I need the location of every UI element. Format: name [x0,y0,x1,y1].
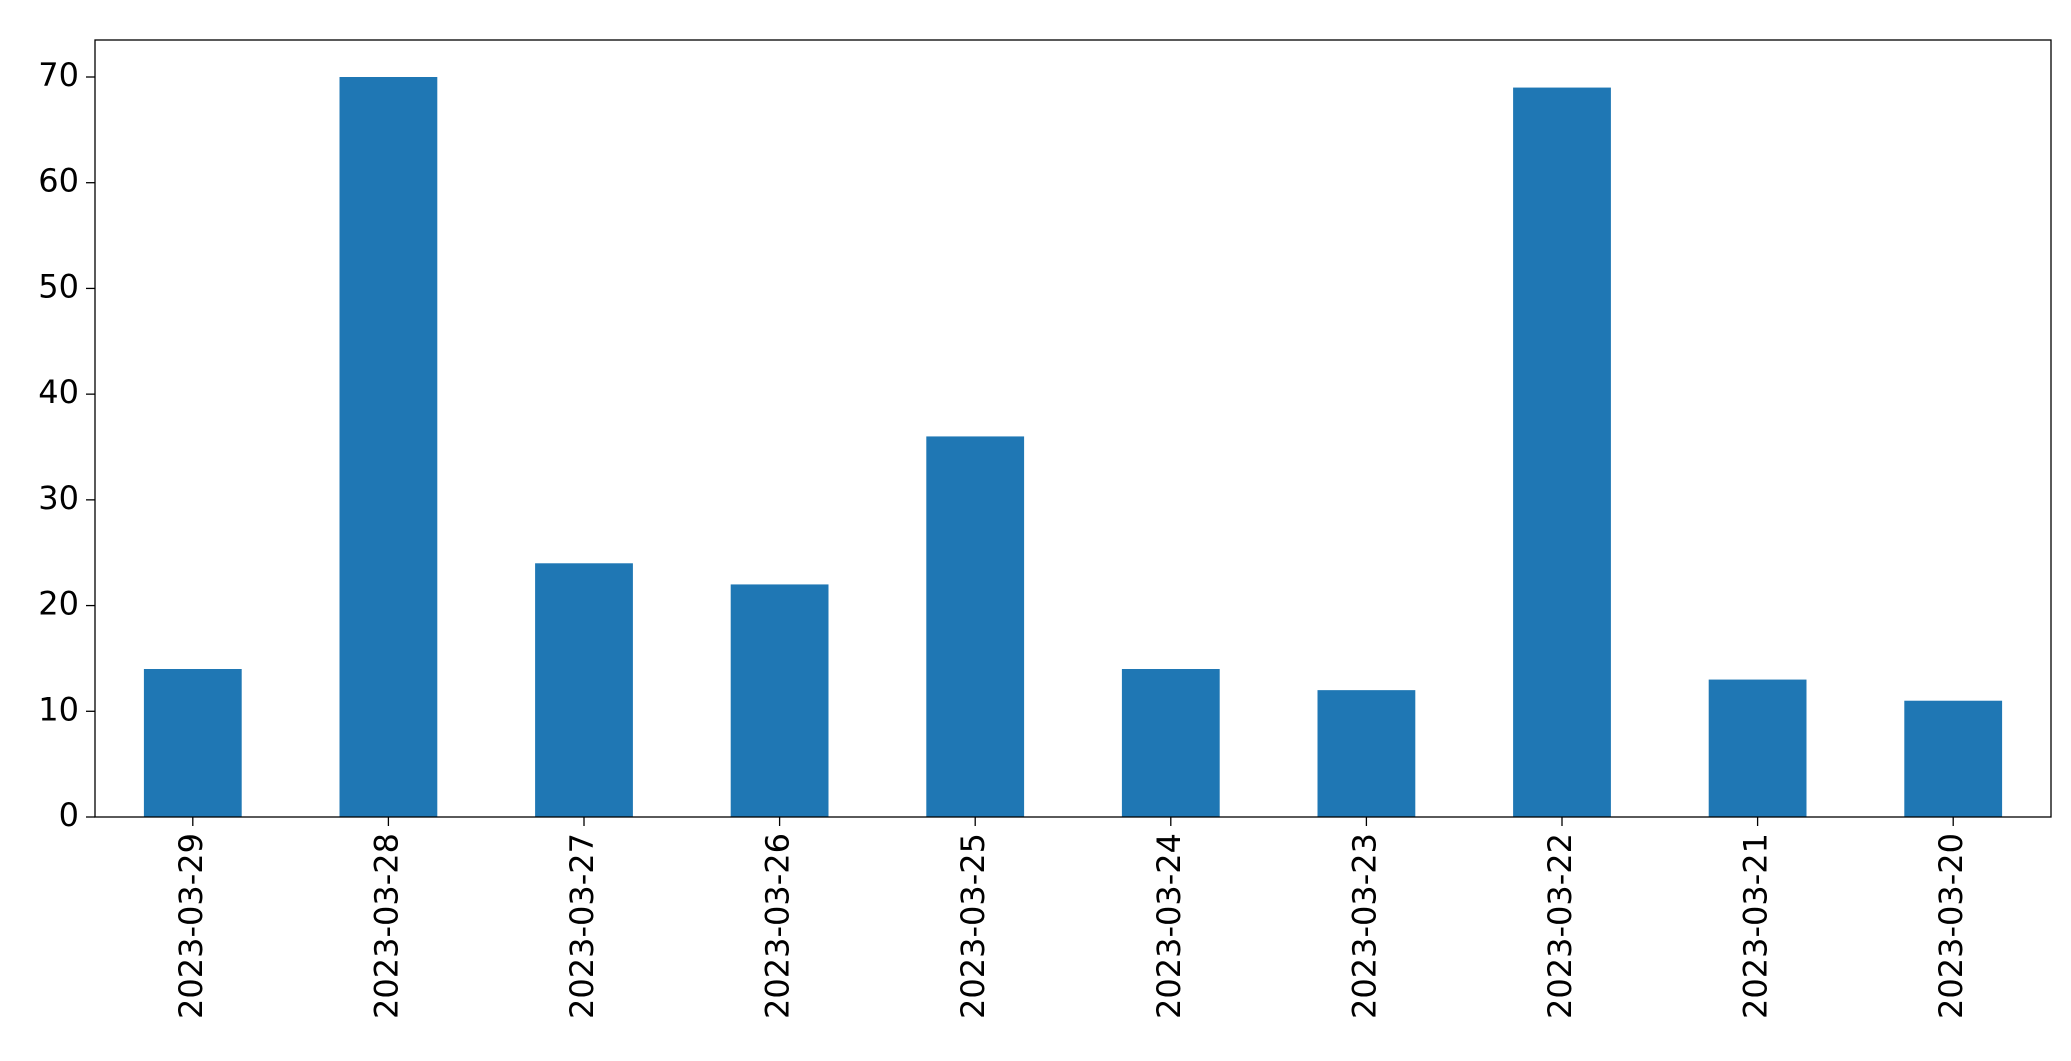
y-tick-label: 30 [38,479,79,517]
bar [926,436,1025,817]
x-tick-label: 2023-03-28 [367,833,405,1019]
x-tick-label: 2023-03-21 [1737,833,1775,1019]
plot-frame [94,39,2052,818]
bar [730,584,829,817]
bar [1317,690,1416,817]
x-tick-label: 2023-03-29 [172,833,210,1019]
x-tick-label: 2023-03-27 [563,833,601,1019]
x-tick-label: 2023-03-24 [1150,833,1188,1019]
x-tick-label: 2023-03-26 [759,833,797,1019]
x-tick-label: 2023-03-22 [1541,833,1579,1019]
y-tick-label: 20 [38,585,79,623]
y-tick-label: 70 [38,56,79,94]
x-tick-label: 2023-03-23 [1345,833,1383,1019]
y-tick-label: 50 [38,267,79,305]
bar [1121,669,1220,817]
x-tick-label: 2023-03-20 [1932,833,1970,1019]
bar [339,77,438,817]
y-tick-label: 60 [38,162,79,200]
x-tick-label: 2023-03-25 [954,833,992,1019]
bar [535,563,633,817]
y-tick-label: 40 [38,373,79,411]
bar [1708,679,1807,817]
bar [1904,700,2003,817]
y-tick-label: 10 [38,690,79,728]
y-tick-label: 0 [59,796,79,834]
bar [143,669,242,817]
bar [1513,87,1611,818]
